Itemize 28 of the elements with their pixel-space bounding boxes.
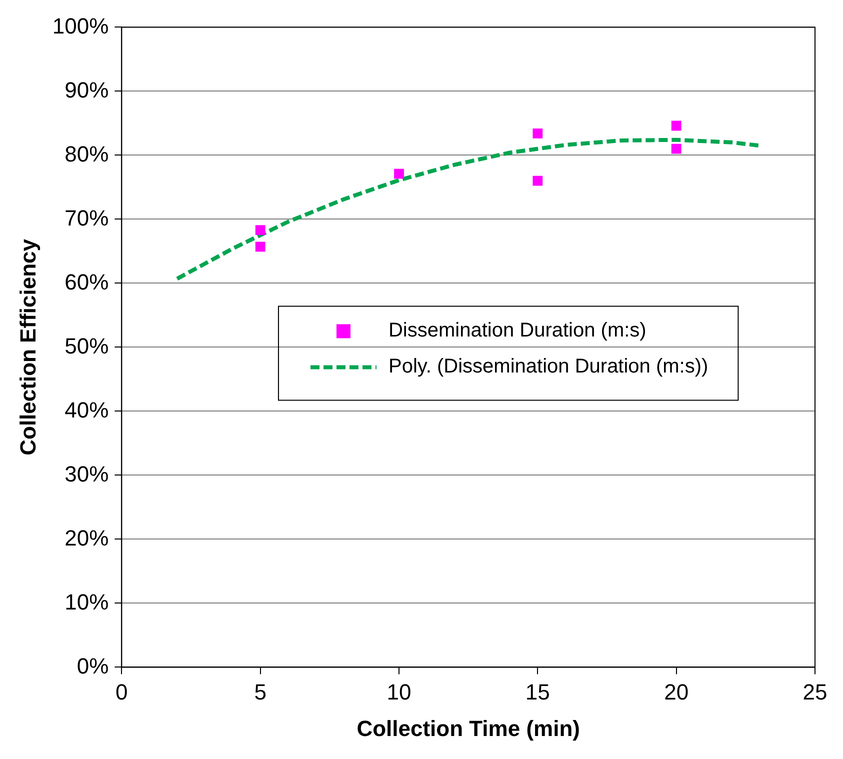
point: [532, 176, 543, 186]
x-tick-label: 0: [116, 679, 128, 704]
x-tick-label: 20: [664, 679, 689, 704]
x-tick-label: 5: [254, 679, 266, 704]
y-tick-label: 40%: [64, 397, 109, 422]
y-tick-label: 60%: [64, 269, 109, 294]
y-axis-title: Collection Efficiency: [15, 238, 40, 456]
x-tick-label: 25: [802, 679, 828, 704]
y-tick-label: 0%: [76, 653, 109, 678]
y-tick-label: 30%: [64, 461, 109, 486]
y-tick-label: 90%: [64, 77, 109, 102]
y-tick-label: 20%: [64, 525, 109, 550]
y-tick-label: 50%: [64, 333, 109, 358]
point: [671, 120, 682, 131]
point: [671, 144, 682, 154]
y-tick-label: 100%: [52, 13, 109, 38]
y-tick-label: 10%: [64, 589, 109, 614]
legend-label: Dissemination Duration (m:s): [388, 320, 646, 342]
point: [255, 225, 266, 236]
x-tick-label: 15: [525, 679, 550, 704]
y-tick-label: 70%: [64, 205, 109, 230]
x-axis-title: Collection Time (min): [356, 716, 580, 741]
point: [255, 242, 266, 252]
legend-label: Poly. (Dissemination Duration (m:s)): [388, 356, 708, 378]
x-tick-label: 10: [386, 679, 412, 704]
point: [532, 128, 543, 138]
y-tick-label: 80%: [64, 141, 109, 166]
point: [394, 168, 404, 179]
